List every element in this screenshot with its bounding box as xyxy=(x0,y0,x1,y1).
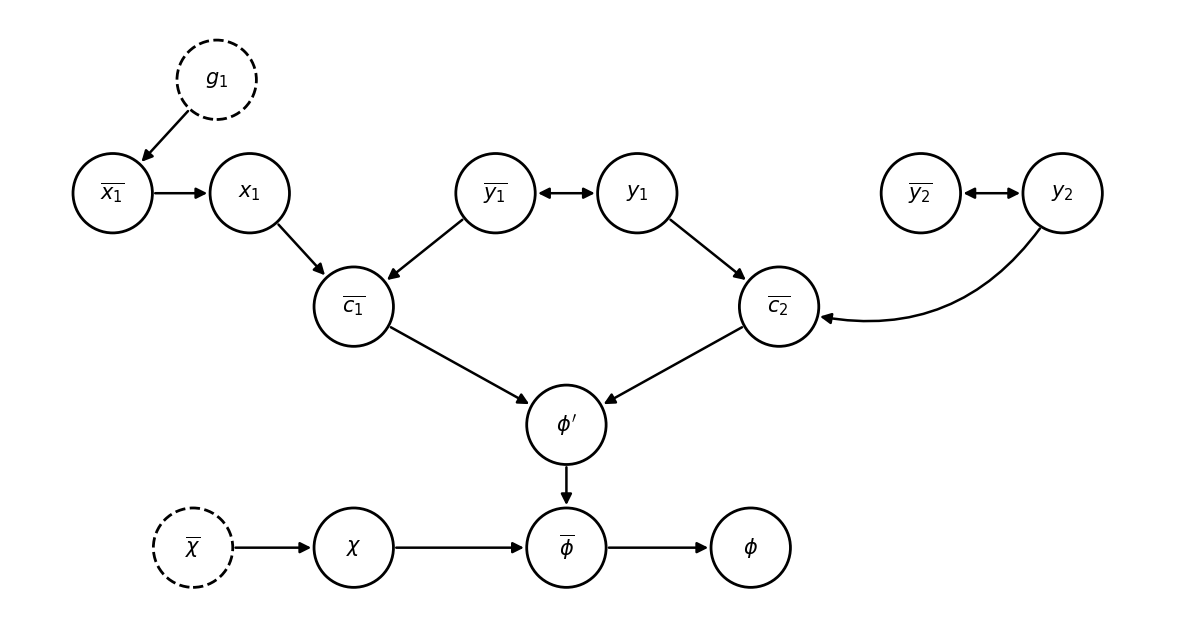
Text: $\overline{c_2}$: $\overline{c_2}$ xyxy=(767,294,791,319)
Text: $\overline{x_1}$: $\overline{x_1}$ xyxy=(101,180,125,206)
Circle shape xyxy=(153,508,233,587)
Circle shape xyxy=(526,508,607,587)
Circle shape xyxy=(456,153,535,233)
Text: $\overline{y_1}$: $\overline{y_1}$ xyxy=(483,180,508,206)
Circle shape xyxy=(1023,153,1102,233)
Text: $y_1$: $y_1$ xyxy=(626,183,649,203)
Text: $\overline{c_1}$: $\overline{c_1}$ xyxy=(342,294,366,319)
Circle shape xyxy=(526,385,607,465)
Text: $\overline{\phi}$: $\overline{\phi}$ xyxy=(559,533,574,562)
Text: $\chi$: $\chi$ xyxy=(345,538,362,557)
Circle shape xyxy=(73,153,152,233)
Text: $g_1$: $g_1$ xyxy=(205,70,228,90)
FancyArrowPatch shape xyxy=(823,229,1040,323)
Circle shape xyxy=(711,508,790,587)
Circle shape xyxy=(177,40,257,119)
Circle shape xyxy=(740,267,819,346)
Circle shape xyxy=(314,508,393,587)
Text: $\phi'$: $\phi'$ xyxy=(556,412,577,438)
Text: $\phi$: $\phi$ xyxy=(743,536,758,560)
Text: $\overline{\chi}$: $\overline{\chi}$ xyxy=(185,535,201,561)
Text: $x_1$: $x_1$ xyxy=(239,184,261,203)
Circle shape xyxy=(881,153,960,233)
Text: $y_2$: $y_2$ xyxy=(1052,183,1074,203)
Circle shape xyxy=(314,267,393,346)
Circle shape xyxy=(597,153,677,233)
Circle shape xyxy=(210,153,289,233)
Text: $\overline{y_2}$: $\overline{y_2}$ xyxy=(909,180,933,206)
